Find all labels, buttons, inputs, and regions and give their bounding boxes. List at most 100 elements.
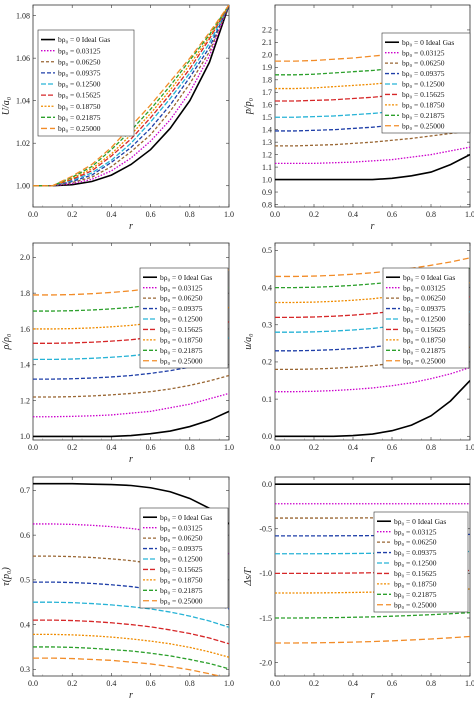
legend-label: bρ₀ = 0.25000 xyxy=(160,596,203,605)
y-tick-label: 0.4 xyxy=(262,283,272,292)
series-line-6 xyxy=(275,70,470,90)
legend-label: bρ₀ = 0.06250 xyxy=(160,294,203,303)
y-tick-label: -0.5 xyxy=(259,525,272,534)
y-tick-label: 0.3 xyxy=(20,665,30,674)
legend-label: bρ₀ = 0.09375 xyxy=(394,548,437,557)
y-tick-label: -1.0 xyxy=(259,569,272,578)
series-line-6 xyxy=(33,633,229,658)
legend-label: bρ₀ = 0.21875 xyxy=(402,111,445,120)
legend-label: bρ₀ = 0.12500 xyxy=(403,315,446,324)
x-tick-label: 0.4 xyxy=(106,443,116,452)
y-tick-label: 1.1 xyxy=(262,163,272,172)
x-tick-label: 0.4 xyxy=(106,679,116,688)
y-tick-label: 1.9 xyxy=(262,63,272,72)
x-tick-label: 0.6 xyxy=(387,443,397,452)
series-line-2 xyxy=(33,5,229,187)
x-tick-label: 0.0 xyxy=(270,210,280,219)
y-axis-label: ρ/ρ₀ xyxy=(1,333,12,350)
series-group xyxy=(33,482,229,676)
y-tick-label: 0.5 xyxy=(20,576,30,585)
y-tick-label: 2.2 xyxy=(262,26,272,35)
x-tick-label: 0.4 xyxy=(348,210,358,219)
x-tick-label: 0.8 xyxy=(185,443,195,452)
legend-label: bρ₀ = 0.06250 xyxy=(160,534,203,543)
legend-label: bρ₀ = 0.18750 xyxy=(394,579,437,588)
x-tick-label: 0.0 xyxy=(270,443,280,452)
chart-panel-1: 0.0 0.2 0.4 0.6 0.8 1.0 1.00 1.02 1.04 1.06 1.08 r U… xyxy=(1,4,234,232)
legend-box xyxy=(382,267,470,369)
plot-frame xyxy=(274,242,471,441)
series-line-4 xyxy=(33,601,229,628)
legend-label: bρ₀ = 0.15625 xyxy=(402,90,445,99)
legend-label: bρ₀ = 0.18750 xyxy=(403,335,446,344)
y-tick-label: 1.4 xyxy=(262,125,272,134)
y-tick-label: 0.2 xyxy=(262,358,272,367)
legend-label: bρ₀ = 0.25000 xyxy=(394,600,437,609)
legend-label: bρ₀ = 0 Ideal Gas xyxy=(394,517,446,526)
y-tick-label: 2.0 xyxy=(20,253,30,262)
plot-frame xyxy=(32,476,230,677)
series-line-0 xyxy=(33,5,229,187)
y-tick-label: 0.0 xyxy=(262,432,272,441)
chart-panel-4: 0.0 0.2 0.4 0.6 0.8 1.0 0.0 0.1 0.2 0.3 0.4 0.5 r u/a… xyxy=(243,242,474,465)
x-tick-label: 0.2 xyxy=(67,679,77,688)
y-tick-label: 0.0 xyxy=(262,480,272,489)
y-axis-label: U/a₀ xyxy=(1,96,12,115)
y-tick-label: 0.8 xyxy=(262,200,272,209)
legend-label: bρ₀ = 0.09375 xyxy=(402,69,445,78)
legend-label: bρ₀ = 0.15625 xyxy=(58,91,101,100)
x-tick-label: 0.2 xyxy=(67,443,77,452)
legend-label: bρ₀ = 0.21875 xyxy=(394,590,437,599)
series-line-2 xyxy=(33,555,229,585)
y-tick-label: 1.08 xyxy=(16,11,30,20)
legend-label: bρ₀ = 0.03125 xyxy=(58,46,101,55)
series-line-0 xyxy=(275,379,470,438)
x-tick-label: 0.8 xyxy=(426,210,436,219)
legend-label: bρ₀ = 0.18750 xyxy=(402,100,445,109)
legend-label: bρ₀ = 0.12500 xyxy=(402,80,445,89)
legend-label: bρ₀ = 0.21875 xyxy=(160,586,203,595)
x-tick-label: 1.0 xyxy=(224,679,234,688)
legend-label: bρ₀ = 0 Ideal Gas xyxy=(160,273,212,282)
series-line-2 xyxy=(33,374,229,398)
x-tick-label: 0.4 xyxy=(348,443,358,452)
series-line-6 xyxy=(33,306,229,330)
legend-label: bρ₀ = 0.03125 xyxy=(394,527,437,536)
x-tick-label: 0.8 xyxy=(185,679,195,688)
x-tick-label: 0.6 xyxy=(387,679,397,688)
series-line-0 xyxy=(33,482,229,525)
legend-label: bρ₀ = 0 Ideal Gas xyxy=(58,35,110,44)
y-tick-label: 1.6 xyxy=(262,101,272,110)
legend-label: bρ₀ = 0.06250 xyxy=(402,59,445,68)
y-tick-label: 1.3 xyxy=(262,138,272,147)
y-tick-label: 1.8 xyxy=(262,76,272,85)
series-line-3 xyxy=(33,5,229,187)
legend-label: bρ₀ = 0.12500 xyxy=(58,80,101,89)
legend-label: bρ₀ = 0.12500 xyxy=(160,315,203,324)
y-axis-label: τ(p₀) xyxy=(1,566,12,585)
y-tick-label: 0.5 xyxy=(262,246,272,255)
legend-label: bρ₀ = 0.03125 xyxy=(402,48,445,57)
x-tick-label: 0.8 xyxy=(426,679,436,688)
legend-label: bρ₀ = 0.09375 xyxy=(160,304,203,313)
y-axis-label: u/a₀ xyxy=(243,333,254,350)
legend-label: bρ₀ = 0 Ideal Gas xyxy=(402,38,454,47)
legend-label: bρ₀ = 0.18750 xyxy=(58,102,101,111)
x-tick-label: 0.0 xyxy=(28,679,38,688)
legend-label: bρ₀ = 0.25000 xyxy=(58,124,101,133)
legend-label: bρ₀ = 0.09375 xyxy=(403,304,446,313)
y-tick-label: 1.4 xyxy=(20,361,30,370)
series-line-4 xyxy=(33,5,229,187)
x-tick-label: 0.4 xyxy=(106,210,116,219)
y-tick-label: 1.06 xyxy=(16,54,30,63)
x-tick-label: 0.2 xyxy=(67,210,77,219)
chart-panel-6: 0.0 0.2 0.4 0.6 0.8 1.0 0.0 -0.5 -1.0 -1.5 -2.0 r Δs… xyxy=(243,476,474,701)
legend-label: bρ₀ = 0.12500 xyxy=(160,555,203,564)
x-tick-label: 0.6 xyxy=(146,210,156,219)
series-line-2 xyxy=(275,130,470,147)
series-line-6 xyxy=(275,282,470,304)
series-line-0 xyxy=(33,410,229,438)
